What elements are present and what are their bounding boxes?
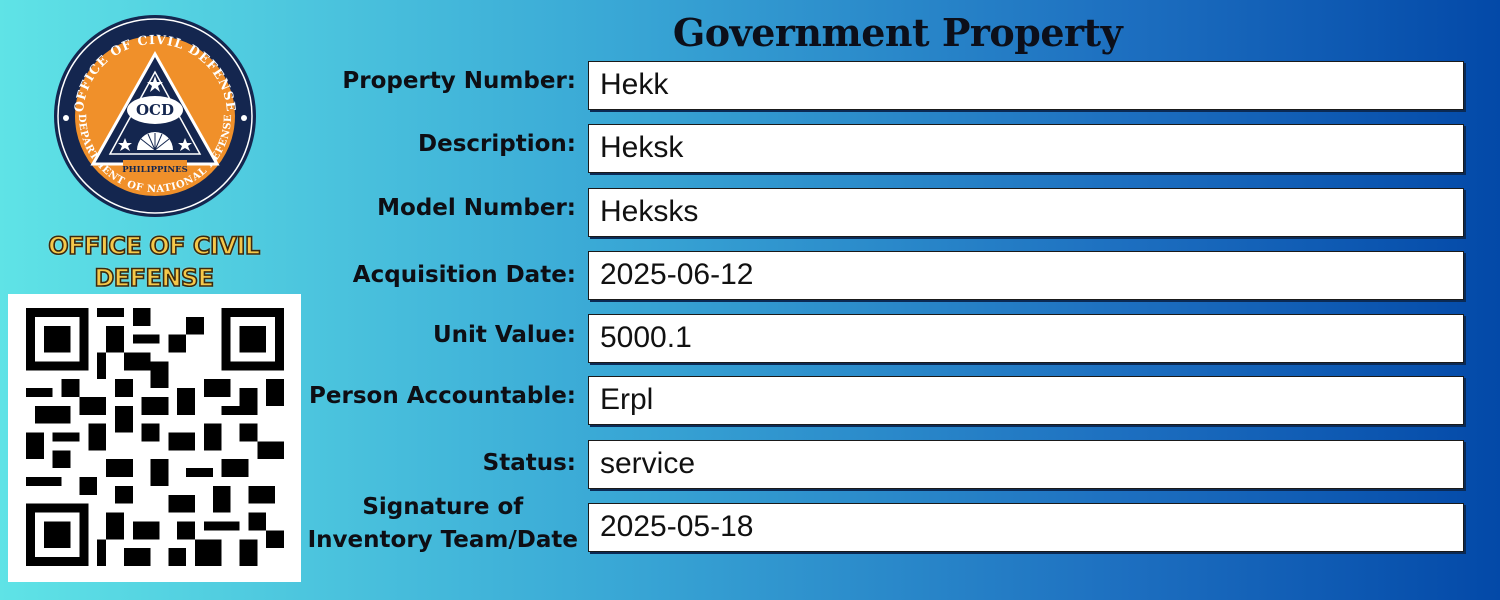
org-name-line2: DEFENSE <box>94 263 215 293</box>
signature-date-field[interactable]: 2025-05-18 <box>588 503 1464 552</box>
description-label: Description: <box>418 131 576 157</box>
page-title: Government Property <box>672 10 1123 55</box>
ocd-seal-logo: OFFICE OF CIVIL DEFENSE DEPARTMENT OF NA… <box>53 14 257 218</box>
model-number-field[interactable]: Heksks <box>588 188 1464 237</box>
status-label: Status: <box>482 450 576 476</box>
property-number-field[interactable]: Hekk <box>588 61 1464 110</box>
status-field[interactable]: service <box>588 440 1464 489</box>
org-name: OFFICE OF CIVIL DEFENSE <box>20 230 288 294</box>
signature-label-line2: Inventory Team/Date <box>307 527 578 553</box>
unit-value-field[interactable]: 5000.1 <box>588 314 1464 363</box>
unit-value-label: Unit Value: <box>432 322 576 348</box>
acquisition-date-field[interactable]: 2025-06-12 <box>588 251 1464 300</box>
seal-country-text: PHILIPPINES <box>122 165 188 175</box>
person-accountable-field[interactable]: Erpl <box>588 376 1464 425</box>
person-accountable-label: Person Accountable: <box>309 383 576 409</box>
org-name-line1: OFFICE OF CIVIL <box>47 231 261 261</box>
seal-acronym: OCD <box>136 101 174 119</box>
acquisition-date-label: Acquisition Date: <box>352 262 576 288</box>
qr-code <box>8 294 301 582</box>
property-number-label: Property Number: <box>342 68 576 94</box>
signature-label-line1: Signature of <box>362 494 524 520</box>
description-field[interactable]: Heksk <box>588 124 1464 173</box>
model-number-label: Model Number: <box>377 195 576 221</box>
signature-label: Signature of Inventory Team/Date <box>308 491 578 557</box>
